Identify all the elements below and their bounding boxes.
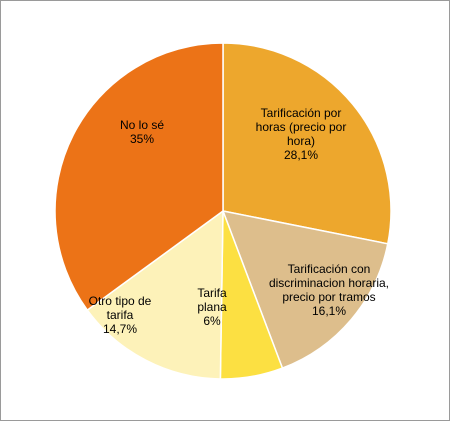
slice-category-label: horas (precio por <box>256 120 347 134</box>
slice-category-label: tarifa <box>107 308 134 322</box>
pie-slice-5 <box>54 42 224 312</box>
slice-category-label: hora) <box>287 134 315 148</box>
slice-category-label: Tarifa <box>197 286 227 300</box>
pie-labels: Tarificación por horas (precio por hora) 28… <box>89 106 389 336</box>
slice-category-label: Otro tipo de <box>89 294 152 308</box>
slice-category-label: discriminacion horaria, <box>269 276 389 290</box>
slice-label-3: Tarifa plana 6% <box>197 286 227 328</box>
slice-category-label: Tarificación por <box>261 106 342 120</box>
pie-slice-2 <box>221 210 389 370</box>
slice-value-label: 14,7% <box>103 322 137 336</box>
slice-value-label: 28,1% <box>284 148 318 162</box>
slice-value-label: 6% <box>203 314 221 328</box>
slice-label-1: Tarificación por horas (precio por hora) 28… <box>256 106 347 162</box>
slice-category-label: Tarificación con <box>288 262 371 276</box>
slice-label-4: Otro tipo de tarifa 14,7% <box>89 294 152 336</box>
slice-value-label: 35% <box>130 132 154 146</box>
pie-slice-1 <box>222 42 392 245</box>
slice-label-2: Tarificación con discriminacion horaria, p… <box>269 262 389 318</box>
slice-category-label: plana <box>197 300 227 314</box>
slice-category-label: No lo sé <box>120 118 164 132</box>
pie-slice-4 <box>86 209 224 380</box>
pie-slices <box>54 42 392 380</box>
slice-category-label: precio por tramos <box>282 290 375 304</box>
slice-value-label: 16,1% <box>312 304 346 318</box>
slice-label-5: No lo sé 35% <box>120 118 164 146</box>
